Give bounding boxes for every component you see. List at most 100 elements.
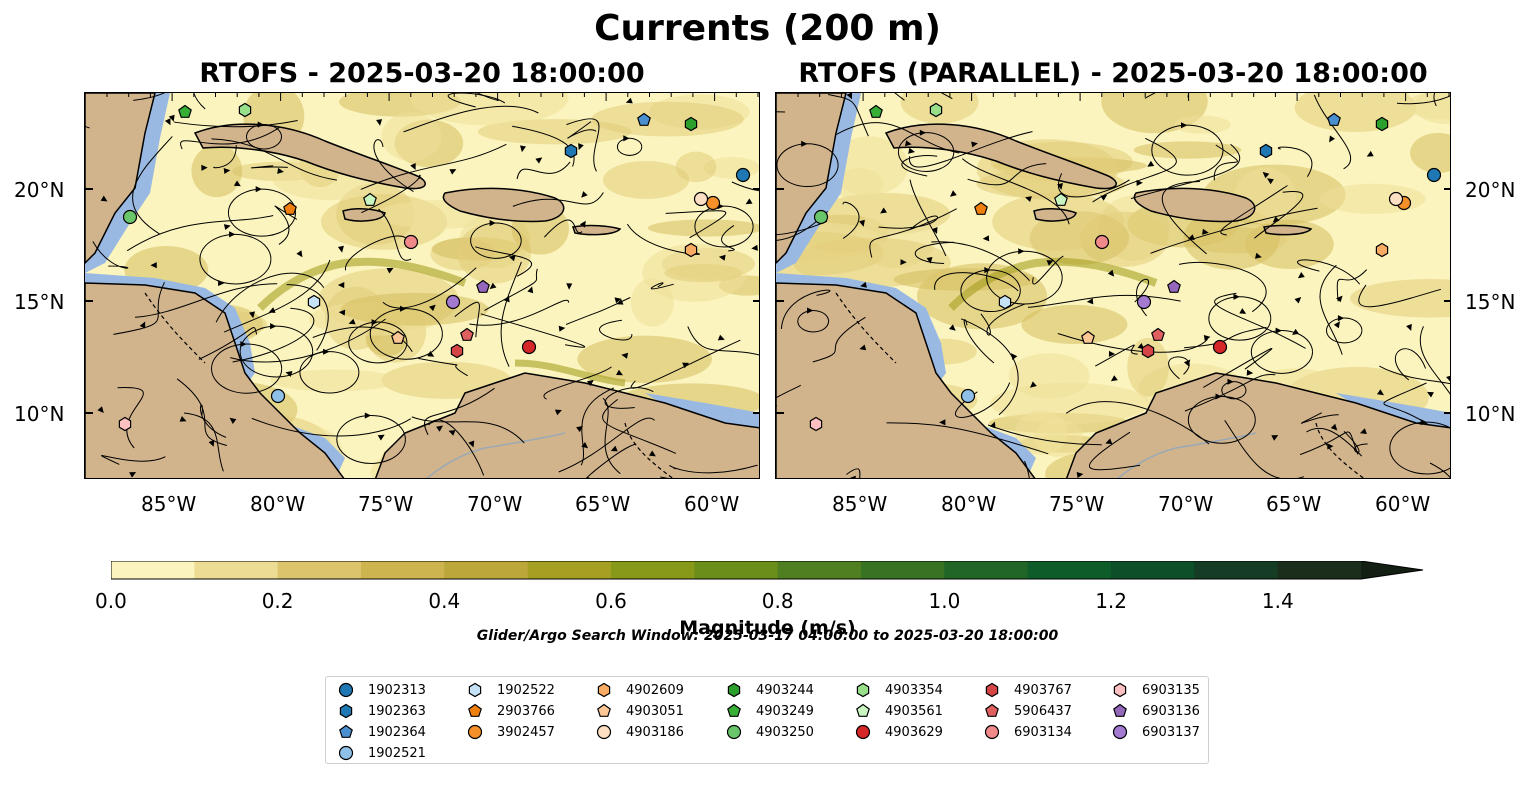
lat-tick-right-20n: 20°N xyxy=(1465,178,1516,202)
circle-marker-icon xyxy=(338,682,354,698)
float-marker-1902313 xyxy=(1426,167,1442,183)
colorbar-segment xyxy=(611,561,695,579)
circle-marker-icon xyxy=(726,724,742,740)
legend-label: 6903137 xyxy=(1142,724,1200,740)
legend-item-4903244: 4903244 xyxy=(724,681,814,699)
lon-tick-right-70w: 70°W xyxy=(1158,492,1214,516)
colorbar-segment xyxy=(444,561,529,579)
float-marker-6903136 xyxy=(1167,279,1181,293)
float-marker-1902521 xyxy=(960,388,976,404)
hexagon-marker-icon xyxy=(597,682,611,698)
legend-label: 4903561 xyxy=(885,703,943,719)
legend-marker-4903561 xyxy=(856,703,870,717)
hexagon-marker-icon xyxy=(856,682,870,698)
colorbar xyxy=(110,560,1431,585)
lon-tick-right-85w: 85°W xyxy=(832,492,888,516)
legend-label: 4903186 xyxy=(626,724,684,740)
legend-label: 4903249 xyxy=(756,703,814,719)
pentagon-marker-icon xyxy=(597,703,611,717)
legend-item-6903137: 6903137 xyxy=(1110,723,1200,741)
float-marker-4903249 xyxy=(869,104,883,118)
colorbar-extend-arrow xyxy=(1361,561,1423,579)
colorbar-tick-label: 1.4 xyxy=(1261,589,1294,613)
float-marker-4903250 xyxy=(813,209,829,225)
pentagon-marker-icon xyxy=(339,724,353,738)
float-marker-4902609 xyxy=(1375,242,1389,258)
colorbar-segment xyxy=(694,561,779,579)
colorbar-tick-label: 0.6 xyxy=(595,589,627,613)
float-marker-4903767 xyxy=(1141,343,1155,359)
float-marker-5906437 xyxy=(460,327,474,341)
float-marker-6903135 xyxy=(809,416,823,432)
colorbar-tick-label: 0.2 xyxy=(261,589,294,613)
lat-tick-left-20n: 20°N xyxy=(14,178,65,202)
colorbar-label: Magnitude (m/s) xyxy=(679,617,856,639)
float-marker-4903561 xyxy=(1054,192,1068,206)
legend-item-4903186: 4903186 xyxy=(594,723,684,741)
float-marker-4903561 xyxy=(363,192,377,206)
float-marker-2903766 xyxy=(974,201,988,215)
lon-tick-left-70w: 70°W xyxy=(467,492,523,516)
hexagon-marker-icon xyxy=(1113,682,1127,698)
colorbar-segment xyxy=(944,561,1029,579)
legend-item-1902313: 1902313 xyxy=(336,681,426,699)
colorbar-segment xyxy=(277,561,362,579)
hexagon-marker-icon xyxy=(339,703,353,719)
colorbar-segment xyxy=(1027,561,1112,579)
float-marker-1902363 xyxy=(1259,143,1273,159)
legend-marker-6903134 xyxy=(984,724,1000,740)
float-marker-5906437 xyxy=(1151,327,1165,341)
legend-label: 4903629 xyxy=(885,724,943,740)
legend-item-2903766: 2903766 xyxy=(465,702,555,720)
panel-title-rtofs-parallel: RTOFS (PARALLEL) - 2025-03-20 18:00:00 xyxy=(798,58,1428,89)
legend-label: 4903354 xyxy=(885,682,943,698)
legend-label: 4903244 xyxy=(756,682,814,698)
legend-item-4903051: 4903051 xyxy=(594,702,684,720)
legend-label: 4903767 xyxy=(1014,682,1072,698)
float-marker-1902522 xyxy=(998,294,1012,310)
float-marker-4903250 xyxy=(122,209,138,225)
colorbar-segment xyxy=(777,561,862,579)
legend-label: 1902313 xyxy=(368,682,426,698)
legend-marker-4903186 xyxy=(596,724,612,740)
legend-marker-4903354 xyxy=(856,682,870,698)
float-marker-4903244 xyxy=(1375,116,1389,132)
legend-item-4903250: 4903250 xyxy=(724,723,814,741)
legend-item-1902363: 1902363 xyxy=(336,702,426,720)
colorbar-segment xyxy=(1277,561,1362,579)
float-marker-6903137 xyxy=(445,294,461,310)
colorbar-segment xyxy=(361,561,445,579)
pentagon-marker-icon xyxy=(468,703,482,717)
hexagon-marker-icon xyxy=(468,682,482,698)
float-marker-4903249 xyxy=(178,104,192,118)
float-marker-4903354 xyxy=(929,102,943,118)
panel-title-rtofs: RTOFS - 2025-03-20 18:00:00 xyxy=(199,58,645,89)
legend-item-4903249: 4903249 xyxy=(724,702,814,720)
legend-item-4903561: 4903561 xyxy=(853,702,943,720)
float-marker-1902364 xyxy=(637,112,651,126)
legend-item-3902457: 3902457 xyxy=(465,723,555,741)
hexagon-marker-icon xyxy=(727,682,741,698)
circle-marker-icon xyxy=(984,724,1000,740)
legend-label: 4902609 xyxy=(626,682,684,698)
colorbar-segment xyxy=(527,561,612,579)
float-marker-6903136 xyxy=(476,279,490,293)
circle-marker-icon xyxy=(338,745,354,761)
map-panel-rtofs-parallel xyxy=(775,92,1451,479)
float-marker-4903629 xyxy=(521,339,537,355)
legend-item-6903135: 6903135 xyxy=(1110,681,1200,699)
circle-marker-icon xyxy=(855,724,871,740)
float-legend: 1902313 1902363 1902364 1902521 1902522 29037… xyxy=(325,676,1209,764)
float-marker-6903137 xyxy=(1136,294,1152,310)
lat-tick-right-15n: 15°N xyxy=(1465,290,1516,314)
lon-tick-left-85w: 85°W xyxy=(141,492,197,516)
legend-item-4903767: 4903767 xyxy=(982,681,1072,699)
float-marker-1902364 xyxy=(1327,112,1341,126)
legend-label: 4903051 xyxy=(626,703,684,719)
legend-marker-2903766 xyxy=(468,703,482,717)
legend-item-6903136: 6903136 xyxy=(1110,702,1200,720)
legend-marker-5906437 xyxy=(985,703,999,717)
float-marker-3902457 xyxy=(705,195,721,211)
legend-item-5906437: 5906437 xyxy=(982,702,1072,720)
lat-tick-left-15n: 15°N xyxy=(14,290,65,314)
